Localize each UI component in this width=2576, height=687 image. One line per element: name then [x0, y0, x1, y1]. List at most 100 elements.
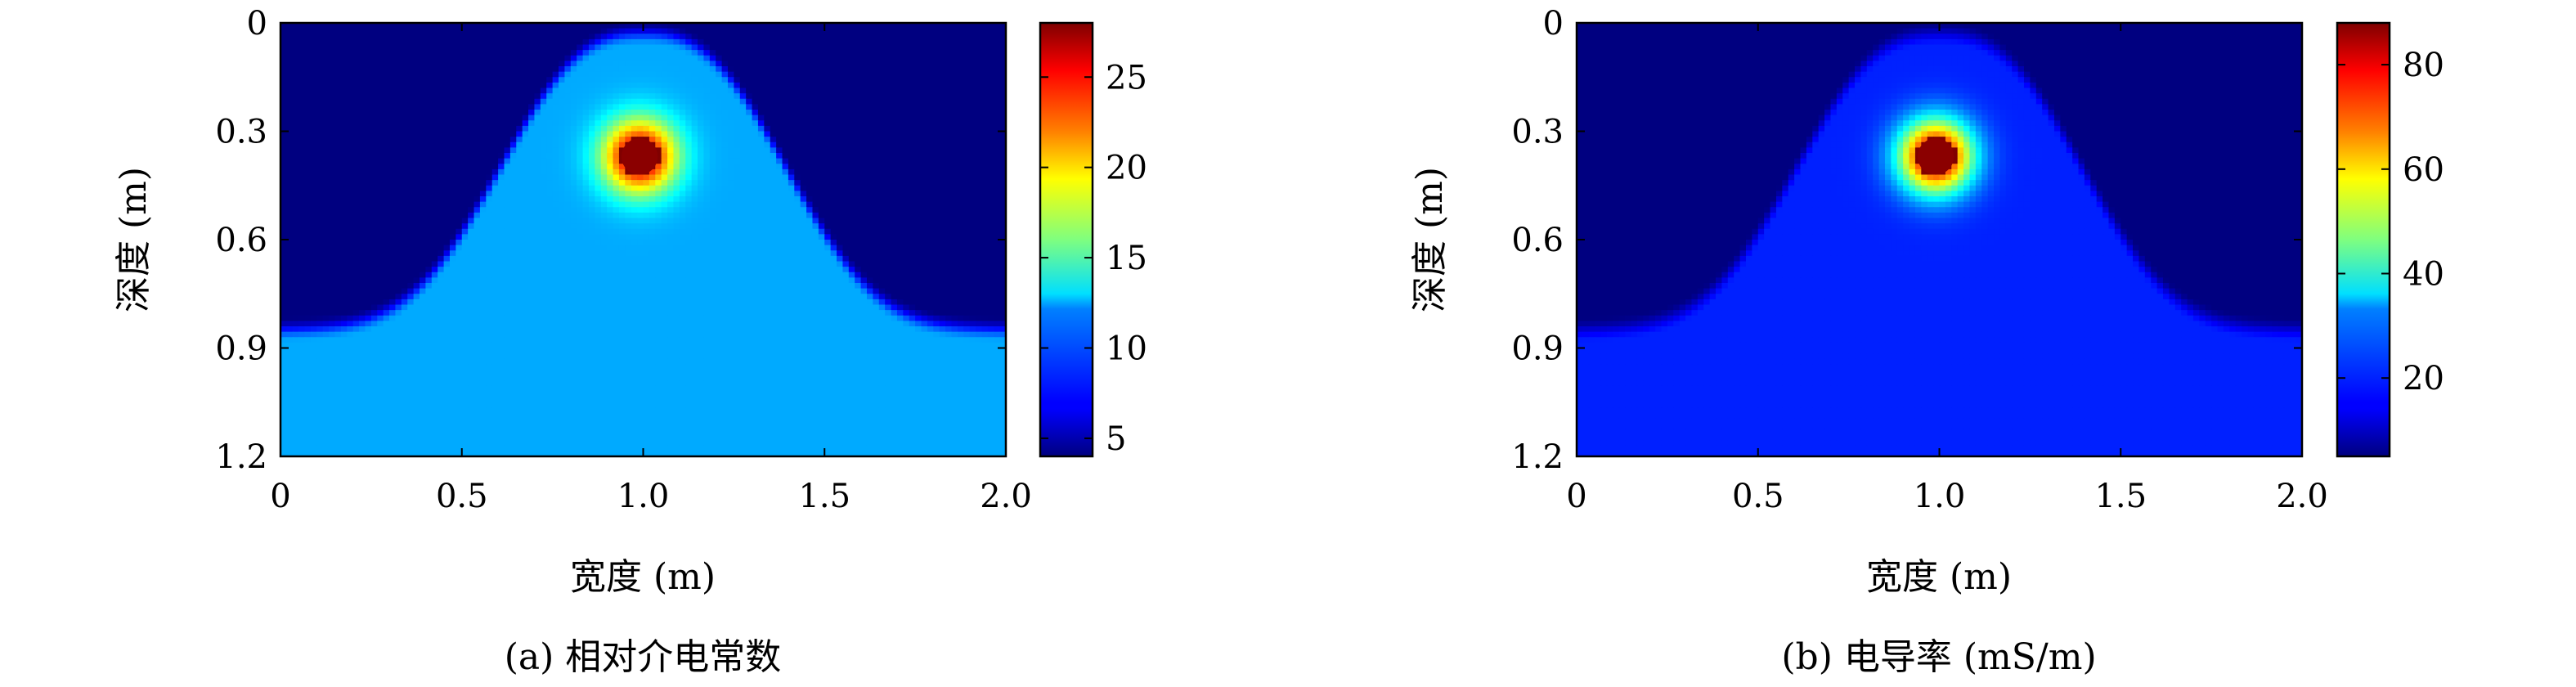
- heat-cell: [994, 207, 1001, 213]
- heat-cell: [613, 50, 620, 56]
- heat-cell: [401, 158, 408, 164]
- heat-cell: [613, 141, 620, 148]
- heat-cell: [885, 168, 892, 176]
- heat-cell: [473, 185, 481, 191]
- heat-cell: [577, 185, 584, 191]
- heat-cell: [788, 34, 795, 40]
- heat-cell: [613, 93, 620, 100]
- heat-cell: [329, 174, 336, 181]
- heat-cell: [491, 98, 499, 105]
- heat-cell: [885, 223, 892, 230]
- heat-cell: [504, 201, 511, 208]
- heat-cell: [498, 153, 505, 159]
- heat-cell: [673, 77, 680, 83]
- heat-cell: [365, 218, 372, 224]
- heat-cell: [951, 185, 958, 191]
- heat-cell: [679, 164, 686, 170]
- heat-cell: [915, 44, 922, 51]
- heat-cell: [873, 71, 880, 78]
- heat-cell: [431, 50, 438, 56]
- heat-cell: [788, 125, 795, 132]
- heat-cell: [957, 212, 964, 219]
- heat-cell: [310, 168, 317, 176]
- heat-cell: [473, 55, 481, 61]
- heat-cell: [673, 168, 680, 176]
- heat-cell: [716, 110, 723, 116]
- heat-cell: [806, 23, 814, 29]
- heat-cell: [292, 223, 299, 230]
- heat-cell: [848, 234, 855, 240]
- heat-cell: [994, 50, 1001, 56]
- heat-cell: [709, 131, 716, 137]
- heat-cell: [866, 168, 873, 176]
- heat-cell: [667, 23, 675, 29]
- heat-cell: [667, 228, 675, 235]
- heat-cell: [969, 141, 976, 148]
- heat-cell: [927, 110, 934, 116]
- heat-cell: [945, 212, 953, 219]
- heat-cell: [552, 77, 559, 83]
- heat-cell: [570, 131, 577, 137]
- heat-cell: [292, 201, 299, 208]
- heat-cell: [673, 55, 680, 61]
- heat-cell: [359, 88, 366, 94]
- heat-cell: [431, 174, 438, 181]
- heat-cell: [685, 180, 693, 186]
- heat-cell: [709, 207, 716, 213]
- heat-cell: [456, 223, 463, 230]
- heat-cell: [528, 77, 536, 83]
- heat-cell: [582, 82, 590, 89]
- heat-cell: [885, 131, 892, 137]
- heat-cell: [298, 218, 306, 224]
- heat-cell: [727, 141, 734, 148]
- heat-cell: [413, 131, 420, 137]
- heat-cell: [631, 234, 638, 240]
- heat-cell: [401, 38, 408, 46]
- heat-cell: [431, 212, 438, 219]
- heat-cell: [830, 234, 837, 240]
- heat-cell: [661, 82, 668, 89]
- heat-cell: [716, 185, 723, 191]
- heat-cell: [896, 223, 904, 230]
- heat-cell: [564, 153, 572, 159]
- heat-cell: [479, 164, 487, 170]
- heat-cell: [359, 153, 366, 159]
- heat-cell: [782, 196, 789, 203]
- heat-cell: [468, 245, 475, 251]
- heat-cell: [420, 38, 426, 46]
- heat-cell: [438, 88, 445, 94]
- heat-cell: [316, 88, 324, 94]
- heat-cell: [800, 228, 807, 235]
- heat-cell: [595, 34, 602, 40]
- heat-cell: [837, 88, 844, 94]
- heat-cell: [896, 131, 904, 137]
- heat-cell: [588, 207, 595, 213]
- heat-cell: [486, 191, 493, 197]
- heat-cell: [383, 50, 390, 56]
- heat-cell: [479, 50, 487, 56]
- heat-cell: [631, 50, 638, 56]
- heat-cell: [691, 77, 698, 83]
- heat-cell: [679, 38, 686, 46]
- heat-cell: [848, 77, 855, 83]
- heat-cell: [866, 141, 873, 148]
- heat-cell: [999, 38, 1006, 46]
- heat-cell: [625, 114, 632, 121]
- heat-cell: [933, 207, 940, 213]
- heat-cell: [709, 23, 716, 29]
- heat-cell: [588, 55, 595, 61]
- heat-cell: [878, 61, 886, 67]
- heat-cell: [559, 196, 566, 203]
- heat-cell: [727, 234, 734, 240]
- heat-cell: [757, 88, 765, 94]
- heat-cell: [812, 82, 819, 89]
- heat-cell: [921, 240, 928, 246]
- heat-cell: [891, 55, 898, 61]
- heat-cell: [855, 141, 862, 148]
- heat-cell: [577, 137, 584, 143]
- heat-cell: [981, 212, 989, 219]
- heat-cell: [631, 23, 638, 29]
- heat-cell: [570, 180, 577, 186]
- heat-cell: [830, 164, 837, 170]
- heat-cell: [280, 180, 287, 186]
